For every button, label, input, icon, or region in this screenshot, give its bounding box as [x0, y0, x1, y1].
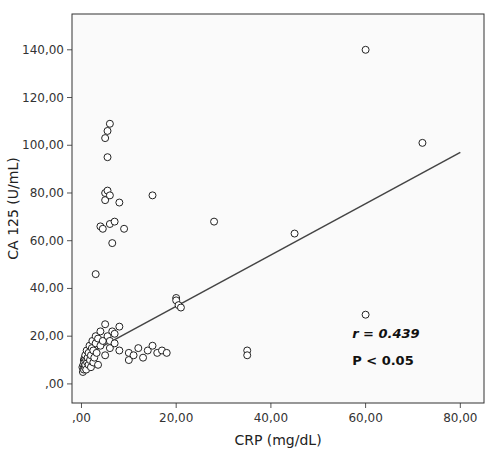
- point: [104, 154, 111, 161]
- point: [244, 352, 251, 359]
- x-tick: [270, 403, 271, 408]
- y-tick: [67, 288, 72, 289]
- point: [116, 199, 123, 206]
- point: [106, 120, 113, 127]
- point: [111, 330, 118, 337]
- point: [111, 218, 118, 225]
- point: [130, 352, 137, 359]
- point: [177, 304, 184, 311]
- plot-area: [72, 14, 484, 403]
- y-tick-label: ,00: [45, 377, 64, 391]
- y-tick: [67, 97, 72, 98]
- point: [163, 349, 170, 356]
- point: [419, 139, 426, 146]
- annotation: r = 0.439: [352, 326, 419, 341]
- data-group: [79, 46, 460, 375]
- y-tick: [67, 336, 72, 337]
- point: [362, 46, 369, 53]
- x-tick-label: ,00: [72, 411, 91, 425]
- x-axis-label: CRP (mg/dL): [234, 432, 321, 448]
- x-tick: [176, 403, 177, 408]
- point: [99, 225, 106, 232]
- y-tick-label: 100,00: [22, 138, 64, 152]
- x-tick-label: 60,00: [348, 411, 382, 425]
- point: [121, 225, 128, 232]
- y-tick-label: 120,00: [22, 91, 64, 105]
- y-tick: [67, 145, 72, 146]
- y-tick: [67, 192, 72, 193]
- y-tick: [67, 383, 72, 384]
- x-tick: [365, 403, 366, 408]
- y-tick-label: 60,00: [30, 234, 64, 248]
- point: [97, 328, 104, 335]
- point: [362, 311, 369, 318]
- point: [102, 352, 109, 359]
- point: [291, 230, 298, 237]
- point: [116, 323, 123, 330]
- y-tick-label: 140,00: [22, 43, 64, 57]
- point: [135, 345, 142, 352]
- chart: ,00 20,00 40,00 60,00 80,00 ,00 20,00 40,00 60,0…: [0, 0, 500, 459]
- point: [102, 135, 109, 142]
- y-axis: ,00 20,00 40,00 60,00 80,00 100,00 120,00 140,0…: [22, 43, 72, 391]
- point: [149, 192, 156, 199]
- point: [116, 347, 123, 354]
- point: [111, 340, 118, 347]
- point: [104, 127, 111, 134]
- point: [211, 218, 218, 225]
- x-tick: [81, 403, 82, 408]
- x-tick-label: 40,00: [254, 411, 288, 425]
- point: [106, 192, 113, 199]
- y-tick: [67, 240, 72, 241]
- x-tick-label: 20,00: [159, 411, 193, 425]
- point: [140, 354, 147, 361]
- x-tick-label: 80,00: [443, 411, 477, 425]
- y-tick: [67, 49, 72, 50]
- plot-frame: [72, 14, 484, 403]
- y-tick-label: 80,00: [30, 186, 64, 200]
- annotation: P < 0.05: [352, 353, 414, 368]
- point: [109, 240, 116, 247]
- y-tick-label: 40,00: [30, 281, 64, 295]
- y-axis-label: CA 125 (U/mL): [5, 157, 21, 259]
- point: [95, 361, 102, 368]
- x-axis: ,00 20,00 40,00 60,00 80,00: [72, 403, 478, 425]
- y-tick-label: 20,00: [30, 329, 64, 343]
- point: [92, 271, 99, 278]
- regression-line: [81, 152, 460, 357]
- point: [149, 342, 156, 349]
- x-tick: [460, 403, 461, 408]
- point: [102, 321, 109, 328]
- point: [93, 349, 100, 356]
